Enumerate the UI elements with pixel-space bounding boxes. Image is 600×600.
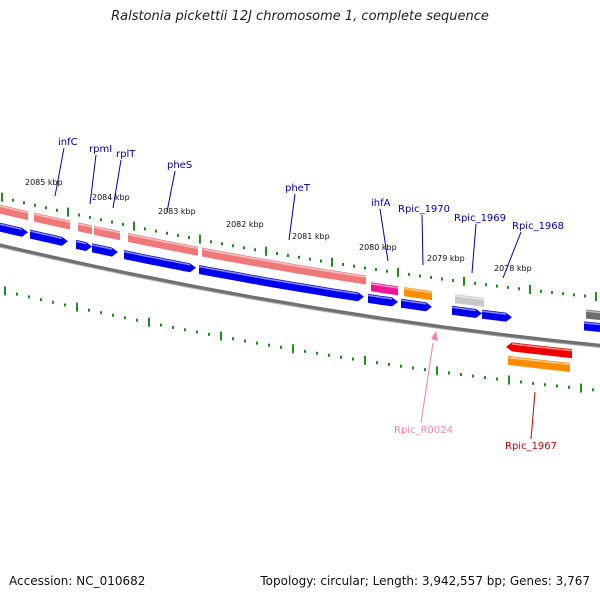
gene-labels: infC rpmI rplT pheS pheT ihfA Rpic_1970 … xyxy=(58,137,564,452)
feature-rpic-1969[interactable] xyxy=(454,294,485,307)
cds-arrow-shine xyxy=(91,244,113,250)
label-leader-line xyxy=(166,170,176,213)
label-leader-line xyxy=(379,208,389,262)
scale-labels: 2085 kbp 2084 kbp 2083 kbp 2082 kbp 2081… xyxy=(25,178,532,273)
chromosome-backbone xyxy=(0,243,600,348)
feature-orange-lower[interactable] xyxy=(507,355,571,372)
scale-label: 2079 kbp xyxy=(427,254,465,263)
cds-arrow-shine xyxy=(451,306,477,312)
cds-arrow-shine xyxy=(29,230,63,240)
feature-gray-edge[interactable] xyxy=(585,309,600,321)
trna-marker xyxy=(431,331,438,341)
cds-arrow-shine xyxy=(400,299,427,305)
feature-rpic-1967-fill xyxy=(506,342,572,359)
scale-label: 2085 kbp xyxy=(25,178,63,187)
feature-rpic-1970[interactable] xyxy=(403,287,433,301)
gene-label-rpic-r0024[interactable]: Rpic_R0024 xyxy=(394,425,453,436)
gene-label-rplT[interactable]: rplT xyxy=(116,149,136,160)
feature-rpic-1967-shine xyxy=(511,343,573,352)
scale-label: 2081 kbp xyxy=(292,232,330,241)
cds-arrow[interactable] xyxy=(367,293,398,307)
feature-band-segment-shine xyxy=(0,205,29,214)
feature-rpic-1969-shine xyxy=(454,294,485,301)
feature-band-segment-fill xyxy=(94,225,120,241)
cds-arrow-shine xyxy=(75,240,87,245)
accession-text: Accession: NC_010682 xyxy=(9,574,146,588)
cds-arrow[interactable] xyxy=(583,321,600,333)
scale-label: 2083 kbp xyxy=(158,207,196,216)
scale-label: 2078 kbp xyxy=(494,264,532,273)
feature-band-segment-shine xyxy=(33,213,71,223)
cds-arrow[interactable] xyxy=(75,239,92,251)
label-leader-line xyxy=(54,147,65,197)
cds-arrow-shine xyxy=(583,322,600,326)
scale-label: 2080 kbp xyxy=(359,243,397,252)
feature-band-segment[interactable] xyxy=(0,204,29,221)
cds-arrow[interactable] xyxy=(91,243,118,257)
cds-arrow-shine xyxy=(0,223,23,231)
feature-band-segment[interactable] xyxy=(77,222,93,235)
feature-ihfA-shine xyxy=(370,283,399,289)
feature-gray-edge-shine xyxy=(585,310,600,314)
map-title: Ralstonia pickettii 12J chromosome 1, co… xyxy=(111,9,489,24)
gene-label-rpmI[interactable]: rpmI xyxy=(89,144,112,155)
label-leader-line xyxy=(420,342,434,424)
feature-band-segment-shine xyxy=(93,226,121,234)
feature-band-segment-shine xyxy=(77,223,93,228)
gene-label-pheS[interactable]: pheS xyxy=(167,160,192,171)
topology-text: Topology: circular; Length: 3,942,557 bp… xyxy=(260,574,590,588)
gene-label-pheT[interactable]: pheT xyxy=(285,183,311,194)
label-leader-line xyxy=(421,214,424,266)
scale-label: 2084 kbp xyxy=(92,193,130,202)
gene-label-rpic-1969[interactable]: Rpic_1969 xyxy=(454,213,506,224)
feature-ihfA[interactable] xyxy=(370,282,399,296)
cds-arrow-shine xyxy=(367,294,393,300)
feature-rpic-1970-shine xyxy=(403,287,433,294)
label-leader-line xyxy=(112,159,122,209)
cds-arrow[interactable] xyxy=(481,309,512,322)
cds-arrow[interactable] xyxy=(400,298,432,312)
label-leader-line xyxy=(502,231,522,279)
feature-rpic-1967[interactable] xyxy=(506,342,573,359)
gene-label-infC[interactable]: infC xyxy=(58,137,78,148)
tick-marks xyxy=(1,192,597,393)
label-leader-line xyxy=(89,154,97,205)
cds-arrow[interactable] xyxy=(451,305,482,318)
cds-arrow[interactable] xyxy=(123,250,196,273)
label-leader-line xyxy=(288,193,296,241)
gene-label-rpic-1967[interactable]: Rpic_1967 xyxy=(505,441,557,452)
cds-arrow-shine xyxy=(481,310,507,315)
feature-band-segment[interactable] xyxy=(127,232,199,256)
cds-arrow[interactable] xyxy=(198,265,364,302)
cds-arrow-shine xyxy=(198,265,359,295)
cds-arrow[interactable] xyxy=(29,229,68,246)
feature-band-segment[interactable] xyxy=(33,212,71,230)
label-leader-line xyxy=(530,391,536,440)
cds-arrow[interactable] xyxy=(0,222,28,237)
gene-label-rpic-1968[interactable]: Rpic_1968 xyxy=(512,221,564,232)
gene-label-ihfA[interactable]: ihfA xyxy=(371,198,391,209)
feature-band-segment-shine xyxy=(127,233,199,250)
label-leader-line xyxy=(471,223,477,274)
feature-band-segment[interactable] xyxy=(201,247,367,285)
cds-arrow-fill xyxy=(0,222,28,237)
feature-band-segment-shine xyxy=(201,248,367,278)
cds-arrow-shine xyxy=(123,250,191,266)
feature-band-segment[interactable] xyxy=(93,225,121,241)
gene-features[interactable] xyxy=(0,204,600,372)
scale-label: 2082 kbp xyxy=(226,220,264,229)
feature-orange-lower-shine xyxy=(507,356,571,366)
label-leader-lines xyxy=(54,147,536,440)
gene-label-rpic-1970[interactable]: Rpic_1970 xyxy=(398,204,450,215)
